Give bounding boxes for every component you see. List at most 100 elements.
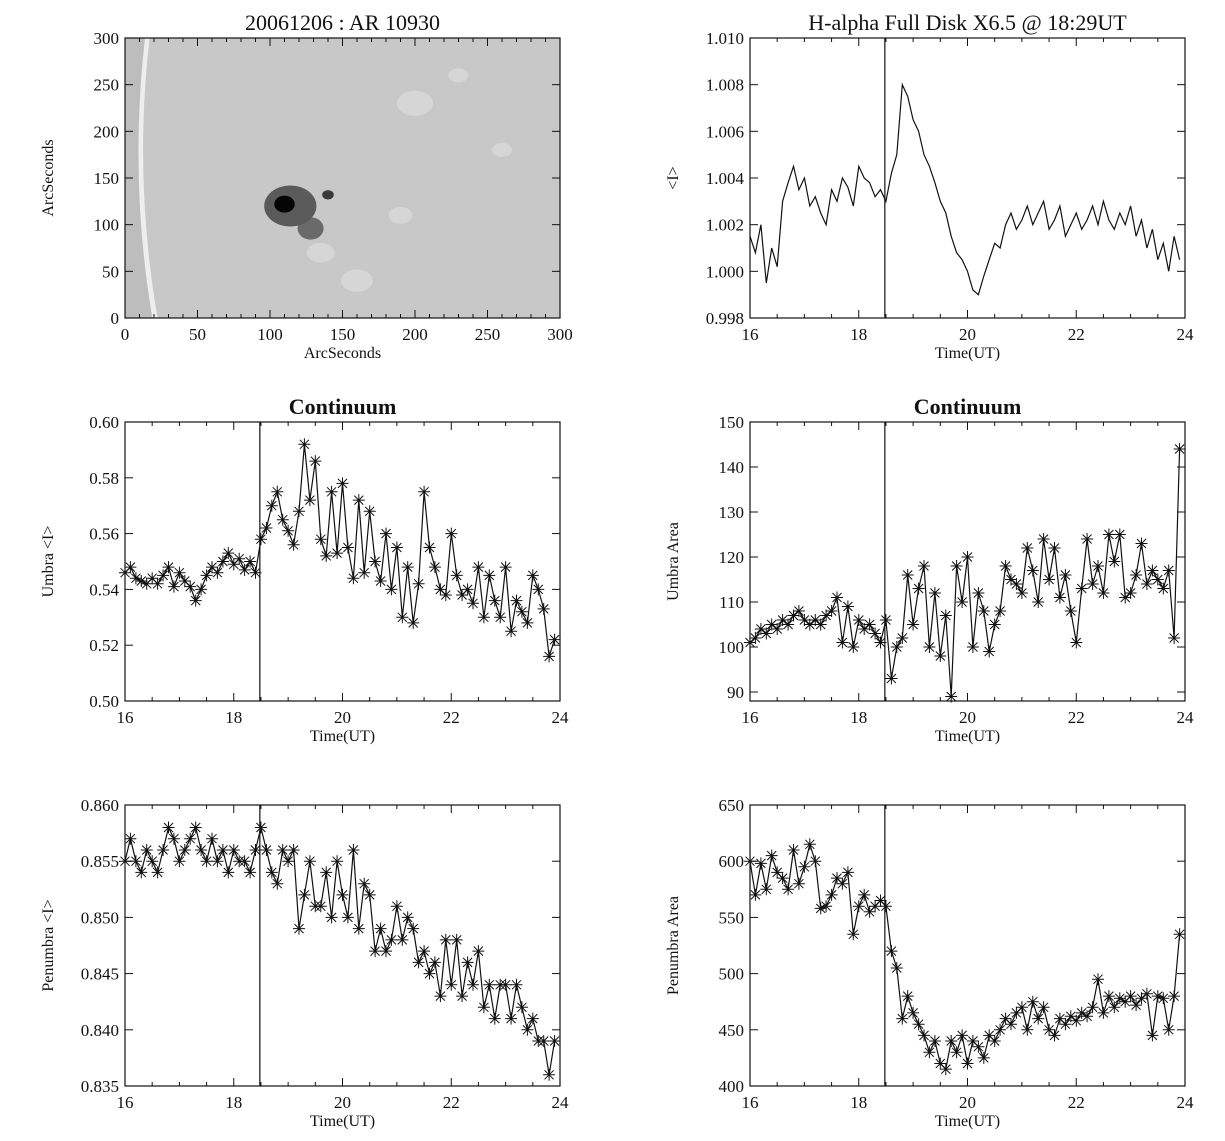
data-point <box>890 962 903 974</box>
asterisk-marker <box>439 589 452 601</box>
data-point <box>754 623 767 635</box>
data-point <box>847 928 860 941</box>
data-point <box>477 611 490 624</box>
asterisk-marker <box>803 618 816 631</box>
data-point <box>380 527 392 540</box>
y-tick-label: 150 <box>719 413 745 432</box>
data-point <box>439 589 452 601</box>
asterisk-marker <box>162 561 175 574</box>
asterisk-marker <box>841 600 854 613</box>
data-point <box>303 855 316 868</box>
asterisk-marker <box>385 933 398 946</box>
data-point <box>972 587 985 599</box>
data-point <box>293 922 305 935</box>
asterisk-marker <box>858 888 871 901</box>
data-point <box>314 533 327 546</box>
data-point <box>972 1040 985 1053</box>
asterisk-marker <box>450 569 463 582</box>
asterisk-marker <box>945 1035 958 1047</box>
data-point <box>434 990 447 1003</box>
data-point <box>488 594 501 607</box>
data-point <box>1108 555 1121 568</box>
data-point <box>1140 987 1153 1000</box>
asterisk-marker <box>776 872 789 885</box>
asterisk-marker <box>298 438 311 451</box>
data-point <box>390 900 403 913</box>
data-point <box>874 636 887 649</box>
asterisk-marker <box>543 650 556 663</box>
x-axis-label: Time(UT) <box>935 1113 1000 1130</box>
data-point <box>146 855 159 868</box>
asterisk-marker <box>135 575 148 587</box>
data-point <box>1010 1006 1023 1019</box>
data-point <box>505 1012 518 1025</box>
data-point <box>233 552 246 565</box>
asterisk-marker <box>1092 973 1104 986</box>
chart-penumbra-intensity: 16 18 20 22 24 0.835 0.840 0.845 0.850 0.855 0.860… <box>40 796 569 1130</box>
chart-title: 20061206 : AR 10930 <box>245 10 440 35</box>
data-point <box>1130 569 1143 581</box>
off-limb-region <box>125 38 152 318</box>
asterisk-marker <box>390 900 403 913</box>
data-point <box>977 1051 990 1064</box>
data-point <box>879 614 892 626</box>
asterisk-marker <box>244 555 257 568</box>
data-point <box>521 616 534 629</box>
data-point <box>488 1012 501 1025</box>
asterisk-marker <box>461 956 474 969</box>
data-point <box>363 505 376 518</box>
asterisk-marker <box>222 866 235 879</box>
data-point <box>1037 1001 1050 1014</box>
asterisk-marker <box>847 641 860 653</box>
data-point <box>352 494 365 507</box>
data-point <box>1157 992 1170 1005</box>
asterisk-marker <box>1070 1014 1083 1027</box>
asterisk-marker <box>532 583 545 596</box>
data-point <box>336 888 349 901</box>
data-point <box>874 894 887 907</box>
asterisk-marker <box>178 844 191 856</box>
data-point <box>798 860 811 873</box>
asterisk-marker <box>526 569 539 582</box>
y-tick-label: 100 <box>719 638 745 657</box>
asterisk-marker <box>1135 537 1148 550</box>
data-point <box>961 1057 974 1070</box>
asterisk-marker <box>765 618 778 631</box>
asterisk-marker <box>167 832 180 845</box>
data-point <box>162 821 175 834</box>
chart-penumbra-area: 16 18 20 22 24 400 450 500 550 600 650 Time(UT) Penu… <box>665 796 1194 1130</box>
asterisk-marker <box>472 561 485 574</box>
data-point <box>510 978 523 991</box>
asterisk-marker <box>787 844 800 856</box>
asterisk-marker <box>390 541 403 554</box>
data-point <box>792 605 805 617</box>
y-tick-label: 1.010 <box>706 29 744 48</box>
asterisk-marker <box>423 967 436 980</box>
asterisk-marker <box>238 855 251 868</box>
asterisk-marker <box>923 641 936 653</box>
y-tick-label: 0.58 <box>89 469 119 488</box>
y-tick-label: 550 <box>719 908 745 927</box>
y-tick-label: 0.850 <box>81 908 119 927</box>
y-tick-label: 0.840 <box>81 1021 119 1040</box>
asterisk-marker <box>499 978 512 991</box>
asterisk-marker <box>879 900 892 913</box>
asterisk-marker <box>939 1063 952 1076</box>
y-axis-label: Umbra Area <box>665 522 682 601</box>
data-point <box>325 485 338 498</box>
y-tick-label: 450 <box>719 1021 745 1040</box>
asterisk-marker <box>1048 542 1061 554</box>
asterisk-marker <box>244 866 257 879</box>
data-point <box>1015 1001 1028 1014</box>
x-tick-label: 300 <box>547 325 573 344</box>
data-point <box>841 866 854 879</box>
data-point <box>472 561 485 574</box>
x-tick-label: 18 <box>225 1093 242 1112</box>
asterisk-marker <box>994 605 1007 617</box>
asterisk-marker <box>896 632 909 644</box>
data-point <box>336 477 349 490</box>
data-point <box>244 555 257 568</box>
asterisk-marker <box>483 978 496 991</box>
asterisk-marker <box>303 494 316 507</box>
series-line <box>749 82 1181 296</box>
